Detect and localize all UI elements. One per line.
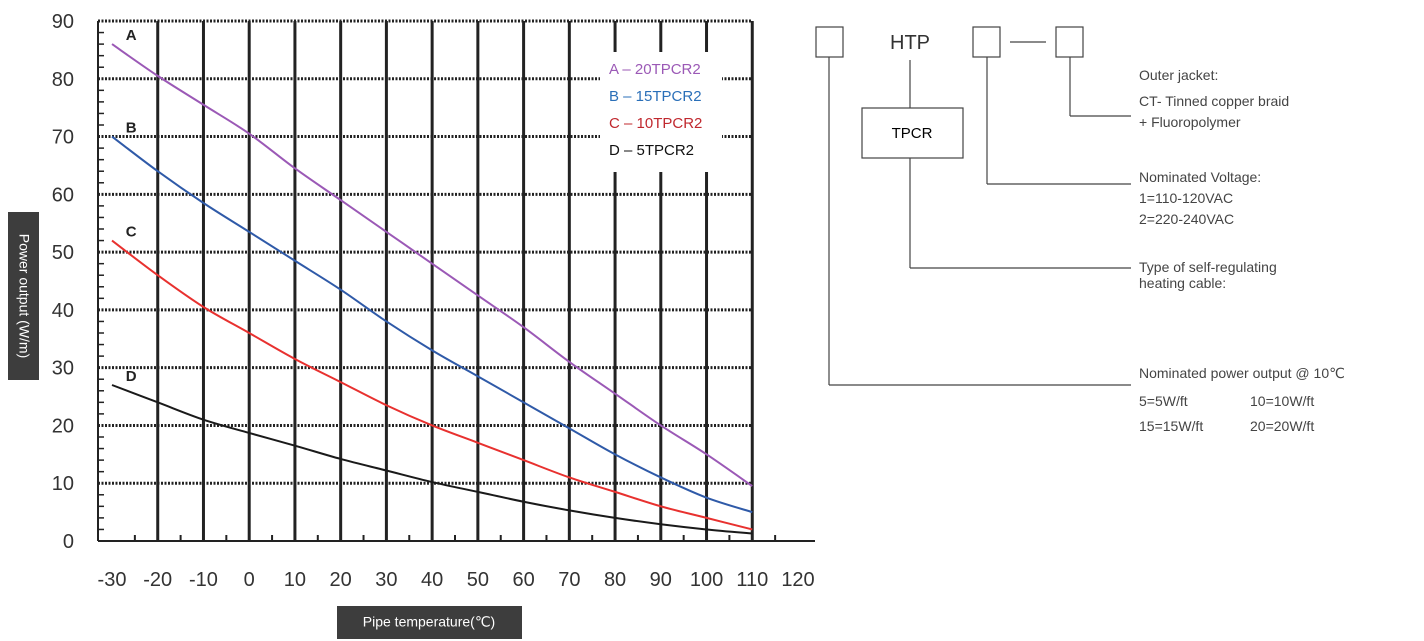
cable-type-line-2: heating cable: — [1139, 275, 1226, 291]
y-tick-labels: 0 10 20 30 40 50 60 70 80 90 — [52, 11, 74, 553]
curve-labels: A B C D — [126, 27, 137, 385]
curve-label-d: D — [126, 368, 137, 385]
outer-jacket-line-2: + Fluoropolymer — [1139, 114, 1241, 130]
x-tick-label: 70 — [558, 569, 580, 591]
x-tick-label: 30 — [375, 569, 397, 591]
y-axis-title-text: Power output (W/m) — [16, 234, 32, 358]
x-tick-label: 100 — [690, 569, 723, 591]
y-axis-title: Power output (W/m) — [8, 212, 39, 380]
x-tick-label: 80 — [604, 569, 626, 591]
x-tick-label: 40 — [421, 569, 443, 591]
x-axis-title: Pipe temperature(℃) — [337, 606, 522, 639]
x-tick-label: 90 — [650, 569, 672, 591]
legend-background — [600, 52, 722, 172]
type-box — [861, 107, 964, 159]
y-tick-label: 50 — [52, 242, 74, 264]
series-line-d — [111, 384, 753, 535]
y-tick-label: 30 — [52, 358, 74, 380]
outer-jacket-line-1: CT- Tinned copper braid — [1139, 93, 1289, 109]
x-tick-label: 50 — [467, 569, 489, 591]
y-tick-label: 0 — [63, 531, 74, 553]
horizontal-gridlines — [98, 19, 753, 485]
x-tick-label: 20 — [330, 569, 352, 591]
curve-label-c: C — [126, 224, 137, 241]
legend-entry-c: C – 10TPCR2 — [609, 115, 702, 132]
cable-type-line-1: Type of self-regulating — [1139, 259, 1277, 275]
code-box-power — [815, 26, 844, 58]
outer-jacket-title: Outer jacket: — [1139, 67, 1218, 83]
x-tick-label: 120 — [781, 569, 814, 591]
y-tick-label: 40 — [52, 300, 74, 322]
code-box-jacket — [1055, 26, 1084, 58]
type-box-value: TPCR — [892, 125, 933, 142]
product-code-diagram — [815, 26, 1131, 386]
series-layer — [111, 43, 753, 535]
y-axis-title-box — [8, 212, 39, 380]
x-tick-labels: -30 -20 -10 0 10 20 30 40 50 60 70 80 90 100 110 120 — [98, 569, 815, 591]
power-output-15: 15=15W/ft — [1139, 418, 1203, 434]
voltage-line-1: 1=110-120VAC — [1139, 190, 1233, 206]
x-tick-label: -30 — [98, 569, 127, 591]
x-tick-label: -20 — [143, 569, 172, 591]
y-tick-label: 80 — [52, 69, 74, 91]
curve-label-b: B — [126, 120, 137, 137]
x-axis-title-box — [337, 606, 522, 639]
x-tick-label: 110 — [736, 569, 768, 591]
x-axis-title-text: Pipe temperature(℃) — [363, 614, 495, 630]
series-code: HTP — [890, 32, 930, 54]
y-tick-label: 60 — [52, 184, 74, 206]
code-box-voltage — [972, 26, 1001, 58]
power-output-20: 20=20W/ft — [1250, 418, 1314, 434]
legend-entry-a: A – 20TPCR2 — [609, 61, 701, 78]
y-tick-label: 70 — [52, 127, 74, 149]
y-tick-label: 10 — [52, 473, 74, 495]
series-line-b — [111, 135, 753, 514]
power-output-5: 5=5W/ft — [1139, 393, 1188, 409]
x-tick-label: 10 — [284, 569, 306, 591]
series-line-a — [111, 43, 753, 487]
x-tick-label: -10 — [189, 569, 218, 591]
chart: -30 -20 -10 0 10 20 30 40 50 60 70 80 90 100 110 120 0 1… — [8, 11, 815, 639]
legend-entry-b: B – 15TPCR2 — [609, 88, 702, 105]
legend-entry-d: D – 5TPCR2 — [609, 142, 694, 159]
x-tick-label: 0 — [244, 569, 255, 591]
voltage-line-2: 2=220-240VAC — [1139, 211, 1234, 227]
product-code-text: HTP TPCR Outer jacket: CT- Tinned copper… — [890, 32, 1345, 434]
x-tick-label: 60 — [512, 569, 534, 591]
curve-label-a: A — [126, 27, 137, 44]
legend: A – 20TPCR2 B – 15TPCR2 C – 10TPCR2 D – … — [609, 61, 702, 159]
series-line-c — [111, 239, 753, 531]
y-tick-label: 90 — [52, 11, 74, 33]
y-tick-label: 20 — [52, 415, 74, 437]
voltage-title: Nominated Voltage: — [1139, 169, 1261, 185]
power-output-10: 10=10W/ft — [1250, 393, 1314, 409]
power-output-title: Nominated power output @ 10℃ — [1139, 365, 1345, 381]
